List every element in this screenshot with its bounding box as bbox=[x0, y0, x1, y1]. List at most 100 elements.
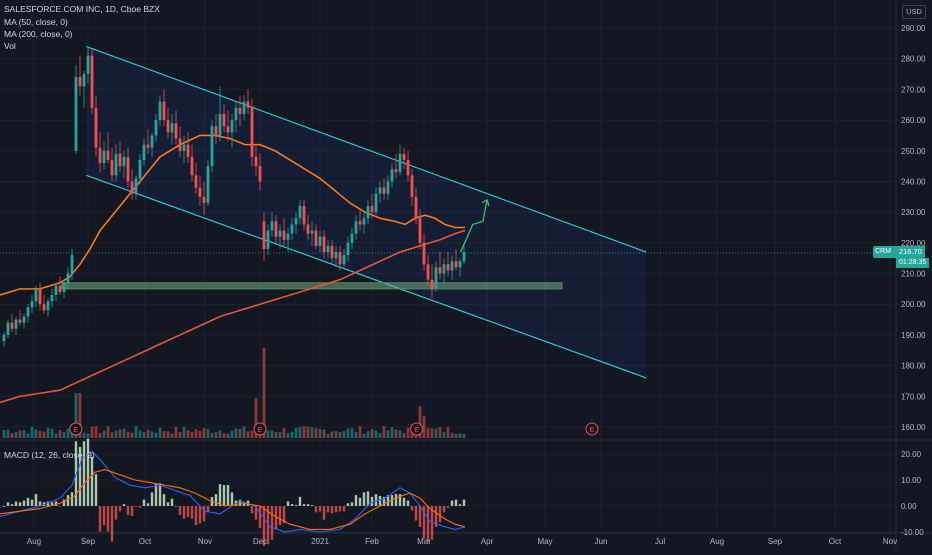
candle-body bbox=[134, 178, 138, 194]
macd-hist-bar bbox=[438, 506, 442, 523]
candle-body bbox=[122, 156, 126, 167]
volume-bar bbox=[442, 432, 446, 438]
macd-hist-bar bbox=[190, 506, 194, 519]
volume-bar bbox=[22, 429, 26, 438]
candle-body bbox=[430, 279, 434, 289]
candle-body bbox=[194, 175, 198, 188]
candle-body bbox=[190, 156, 194, 176]
volume-bar bbox=[458, 433, 462, 438]
legend-ma200[interactable]: MA (200, close, 0) bbox=[4, 29, 73, 39]
macd-hist-bar bbox=[118, 506, 122, 512]
macd-tick-label: 10.00 bbox=[901, 476, 922, 485]
candle bbox=[350, 227, 354, 249]
legend-ma50[interactable]: MA (50, close, 0) bbox=[4, 17, 68, 27]
volume-bar bbox=[218, 430, 222, 438]
candle bbox=[26, 304, 30, 323]
candle bbox=[310, 221, 314, 246]
projection-arrow[interactable] bbox=[459, 198, 490, 253]
candle-body bbox=[390, 169, 394, 182]
volume-bar bbox=[446, 427, 450, 438]
volume-bar bbox=[450, 432, 454, 438]
volume-bar bbox=[270, 430, 274, 438]
candle bbox=[162, 89, 166, 127]
macd-hist-bar bbox=[282, 506, 286, 524]
macd-hist-bar bbox=[102, 506, 106, 526]
price-axis[interactable]: 290.00 280.00 270.00 260.00 250.00 240.00 230.… bbox=[901, 24, 926, 537]
candle bbox=[118, 141, 122, 173]
candle-body bbox=[130, 181, 134, 194]
candle bbox=[126, 147, 130, 188]
volume-bar bbox=[74, 393, 78, 438]
legend-volume[interactable]: Vol bbox=[4, 41, 16, 51]
volume-bar bbox=[38, 430, 42, 438]
price-tag-value: 216.70 bbox=[892, 246, 925, 258]
candle-body bbox=[186, 144, 190, 157]
candle bbox=[406, 150, 410, 182]
price-tick-label: 260.00 bbox=[901, 116, 926, 125]
candle-body bbox=[254, 156, 258, 167]
candle bbox=[382, 178, 386, 200]
candle bbox=[250, 98, 254, 167]
legend-symbol[interactable]: SALESFORCE.COM INC, 1D, Cboe BZX bbox=[4, 4, 160, 14]
candle-body bbox=[426, 264, 430, 280]
candle-body bbox=[46, 301, 50, 311]
volume-bar bbox=[434, 428, 438, 438]
candle-body bbox=[294, 218, 298, 225]
macd-hist-bar bbox=[342, 506, 346, 512]
candle-body bbox=[38, 288, 42, 305]
macd-hist-bar bbox=[66, 495, 70, 506]
volume-bar bbox=[78, 393, 82, 438]
time-axis[interactable]: Aug Sep Oct Nov Dec 2021 Feb Mar Apr May Jun Jul Aug… bbox=[27, 537, 897, 546]
candle bbox=[290, 218, 294, 240]
volume-bar bbox=[390, 427, 394, 438]
macd-hist-bar bbox=[378, 495, 382, 506]
candle-body bbox=[78, 77, 82, 87]
candle bbox=[278, 224, 282, 249]
currency-badge[interactable]: USD bbox=[902, 5, 926, 19]
volume-bar bbox=[362, 433, 366, 438]
candle bbox=[270, 212, 274, 237]
legend-macd[interactable]: MACD (12, 26, close, 9) bbox=[4, 450, 95, 460]
volume-bar bbox=[178, 432, 182, 438]
candle-body bbox=[30, 301, 34, 308]
candle-body bbox=[402, 153, 406, 160]
macd-hist-bar bbox=[82, 441, 86, 506]
candle bbox=[334, 245, 338, 268]
macd-hist-bar bbox=[186, 506, 190, 517]
volume-bar bbox=[206, 428, 210, 438]
candle-body bbox=[382, 187, 386, 194]
candle-body bbox=[374, 193, 378, 213]
volume-bar bbox=[398, 430, 402, 438]
volume-bar bbox=[330, 431, 334, 438]
macd-hist-bar bbox=[122, 504, 126, 506]
candle-body bbox=[162, 101, 166, 121]
candle-body bbox=[354, 221, 358, 234]
macd-hist-bar bbox=[50, 502, 54, 506]
candle bbox=[42, 295, 46, 314]
volume-bar bbox=[2, 430, 6, 438]
price-tick-label: 210.00 bbox=[901, 270, 926, 279]
candle-body bbox=[234, 107, 238, 121]
volume-bar bbox=[342, 430, 346, 438]
volume-bar bbox=[66, 428, 70, 438]
time-tick-label: 2021 bbox=[311, 537, 329, 546]
macd-hist-bar bbox=[174, 506, 178, 507]
candle bbox=[38, 282, 42, 311]
candle bbox=[170, 113, 174, 145]
candle bbox=[230, 113, 234, 148]
candle-body bbox=[146, 144, 150, 148]
macd-hist-bar bbox=[130, 506, 134, 517]
price-tick-label: 230.00 bbox=[901, 208, 926, 217]
volume-bar bbox=[130, 432, 134, 438]
volume-bar bbox=[182, 426, 186, 438]
volume-bar bbox=[338, 432, 342, 438]
volume-bar bbox=[190, 432, 194, 438]
macd-hist-bar bbox=[418, 506, 422, 527]
macd-hist-bar bbox=[346, 503, 350, 506]
volume-bar bbox=[238, 428, 242, 438]
macd-hist-bar bbox=[258, 506, 262, 528]
arrow-head bbox=[481, 198, 490, 207]
macd-hist-bar bbox=[166, 502, 170, 506]
